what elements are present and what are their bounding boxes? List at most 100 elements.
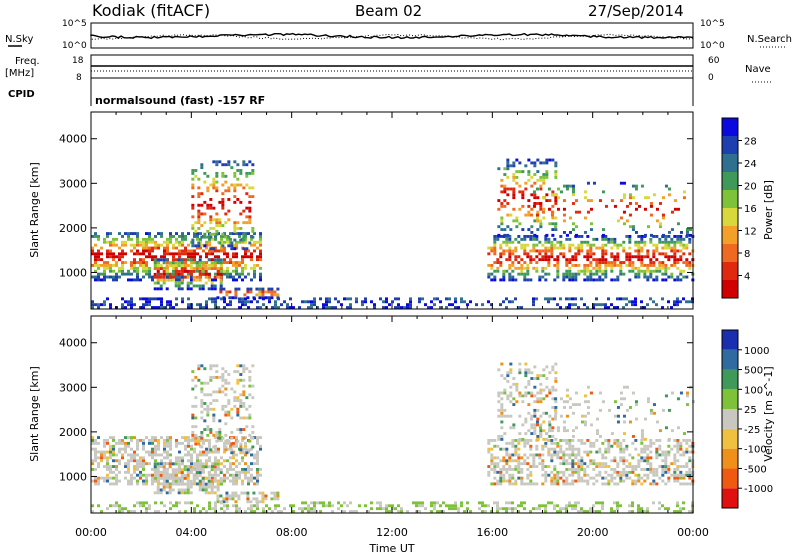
- echo-cell: [509, 213, 513, 217]
- echo-cell: [201, 485, 205, 489]
- echo-cell: [190, 249, 193, 253]
- echo-cell: [127, 444, 130, 448]
- echo-cell: [160, 303, 163, 307]
- echo-cell: [217, 473, 220, 477]
- echo-cell: [685, 391, 689, 395]
- echo-cell: [162, 488, 166, 492]
- echo-cell: [565, 482, 569, 486]
- echo-cell: [571, 439, 575, 442]
- echo-cell: [235, 441, 238, 445]
- echo-cell: [580, 414, 584, 418]
- echo-cell: [652, 411, 656, 415]
- echo-cell: [271, 510, 274, 513]
- echo-cell: [655, 275, 659, 279]
- echo-cell: [233, 396, 237, 400]
- echo-cell: [556, 272, 560, 276]
- echo-cell: [301, 501, 304, 505]
- echo-cell: [197, 436, 201, 440]
- echo-cell: [151, 439, 154, 442]
- echo-cell: [195, 476, 199, 480]
- echo-cell: [248, 186, 252, 190]
- echo-cell: [191, 177, 195, 181]
- echo-cell: [247, 249, 250, 253]
- echo-cell: [622, 246, 626, 250]
- echo-cell: [385, 510, 388, 513]
- echo-cell: [685, 473, 689, 477]
- echo-cell: [216, 275, 220, 279]
- echo-cell: [292, 306, 295, 309]
- echo-cell: [574, 199, 578, 203]
- echo-cell: [174, 482, 178, 486]
- echo-cell: [103, 261, 106, 264]
- echo-cell: [619, 450, 623, 454]
- echo-cell: [235, 436, 238, 440]
- echo-cell: [194, 436, 198, 440]
- echo-cell: [162, 275, 166, 279]
- echo-cell: [199, 459, 202, 463]
- echo-cell: [643, 459, 647, 463]
- echo-cell: [166, 456, 169, 460]
- echo-cell: [634, 473, 638, 477]
- echo-cell: [658, 252, 662, 256]
- echo-cell: [598, 246, 602, 250]
- echo-cell: [187, 444, 190, 448]
- colorbar-tick-label: 24: [744, 159, 757, 170]
- echo-cell: [554, 175, 558, 179]
- echo-cell: [169, 459, 172, 463]
- echo-cell: [261, 500, 265, 504]
- echo-cell: [548, 222, 552, 226]
- echo-cell: [246, 290, 250, 294]
- echo-cell: [215, 232, 219, 236]
- echo-cell: [191, 404, 195, 408]
- echo-cell: [670, 228, 674, 232]
- echo-cell: [118, 439, 121, 442]
- echo-cell: [208, 240, 211, 244]
- echo-cell: [530, 423, 534, 427]
- echo-cell: [221, 407, 225, 411]
- echo-cell: [91, 459, 94, 463]
- echo-cell: [673, 246, 677, 250]
- echo-cell: [559, 447, 563, 451]
- echo-cell: [187, 272, 190, 276]
- echo-cell: [631, 441, 635, 445]
- echo-cell: [205, 252, 208, 256]
- echo-cell: [589, 252, 593, 256]
- echo-cell: [559, 462, 563, 466]
- echo-cell: [562, 479, 566, 483]
- echo-cell: [533, 161, 537, 165]
- echo-cell: [186, 482, 190, 486]
- echo-cell: [649, 408, 653, 412]
- echo-cell: [539, 400, 543, 404]
- echo-cell: [142, 462, 145, 466]
- echo-cell: [658, 237, 662, 241]
- echo-cell: [676, 465, 680, 468]
- echo-cell: [580, 235, 584, 238]
- echo-cell: [529, 482, 533, 486]
- echo-cell: [211, 507, 214, 511]
- echo-cell: [685, 447, 689, 451]
- echo-cell: [550, 470, 554, 474]
- echo-cell: [673, 199, 677, 203]
- echo-cell: [106, 252, 109, 256]
- echo-cell: [547, 501, 550, 505]
- echo-cell: [571, 202, 575, 205]
- echo-cell: [430, 306, 433, 309]
- echo-cell: [154, 243, 157, 247]
- echo-cell: [136, 479, 139, 483]
- echo-cell: [244, 237, 247, 241]
- echo-cell: [115, 263, 118, 267]
- echo-cell: [541, 249, 545, 253]
- echo-cell: [208, 504, 211, 508]
- echo-cell: [619, 456, 623, 460]
- echo-cell: [497, 400, 501, 404]
- echo-cell: [189, 491, 193, 495]
- echo-cell: [622, 181, 626, 185]
- echo-cell: [604, 235, 608, 238]
- echo-cell: [112, 470, 115, 474]
- echo-cell: [382, 306, 385, 309]
- echo-cell: [592, 303, 595, 307]
- echo-cell: [124, 476, 127, 480]
- echo-cell: [586, 275, 590, 279]
- echo-cell: [655, 235, 659, 238]
